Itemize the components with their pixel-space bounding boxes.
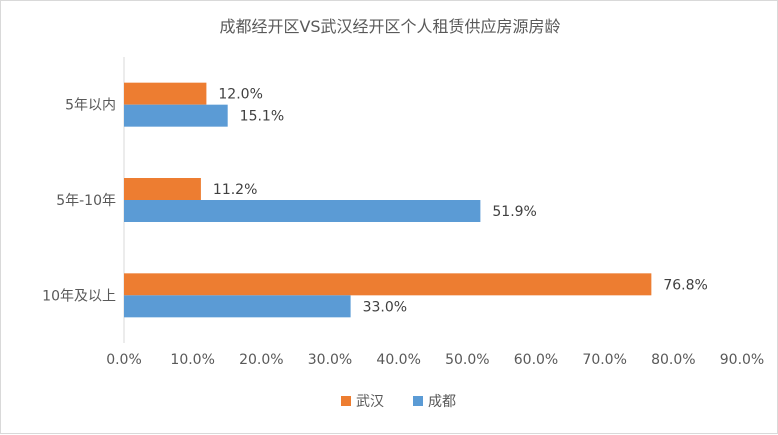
x-tick-label: 10.0% [170, 352, 214, 368]
plot-area: 0.0% 10.0% 20.0% 30.0% 40.0% 50.0% 60.0% 70.0% 8… [42, 57, 764, 368]
x-tick-label: 30.0% [308, 352, 352, 368]
x-tick-label: 0.0% [106, 352, 142, 368]
x-tick-label: 20.0% [239, 352, 283, 368]
bar-chengdu [124, 104, 228, 127]
bar-wuhan [124, 178, 201, 200]
chart-title: 成都经开区VS武汉经开区个人租赁供应房源房龄 [219, 17, 560, 36]
legend-swatch-wuhan [341, 396, 351, 406]
bar-chengdu [124, 295, 351, 318]
x-tick-label: 40.0% [376, 352, 420, 368]
legend-swatch-chengdu [413, 396, 423, 406]
category-label: 5年以内 [65, 98, 116, 114]
x-tick-label: 60.0% [514, 352, 558, 368]
legend: 武汉 成都 [341, 394, 456, 410]
data-label: 11.2% [213, 182, 257, 198]
x-tick-label: 80.0% [651, 352, 695, 368]
x-tick-label: 70.0% [582, 352, 626, 368]
x-tick-label: 90.0% [720, 352, 764, 368]
category-label: 10年及以上 [42, 288, 116, 304]
bar-chengdu [124, 200, 481, 222]
data-label: 51.9% [492, 204, 536, 220]
bar-wuhan [124, 273, 652, 296]
data-label: 76.8% [663, 277, 707, 293]
data-label: 15.1% [240, 109, 284, 125]
bar-wuhan [124, 82, 207, 105]
data-label: 33.0% [363, 299, 407, 315]
legend-label-chengdu: 成都 [428, 394, 456, 410]
data-label: 12.0% [218, 87, 262, 103]
category-label: 5年-10年 [56, 193, 116, 209]
legend-label-wuhan: 武汉 [356, 394, 384, 410]
x-tick-label: 50.0% [445, 352, 489, 368]
